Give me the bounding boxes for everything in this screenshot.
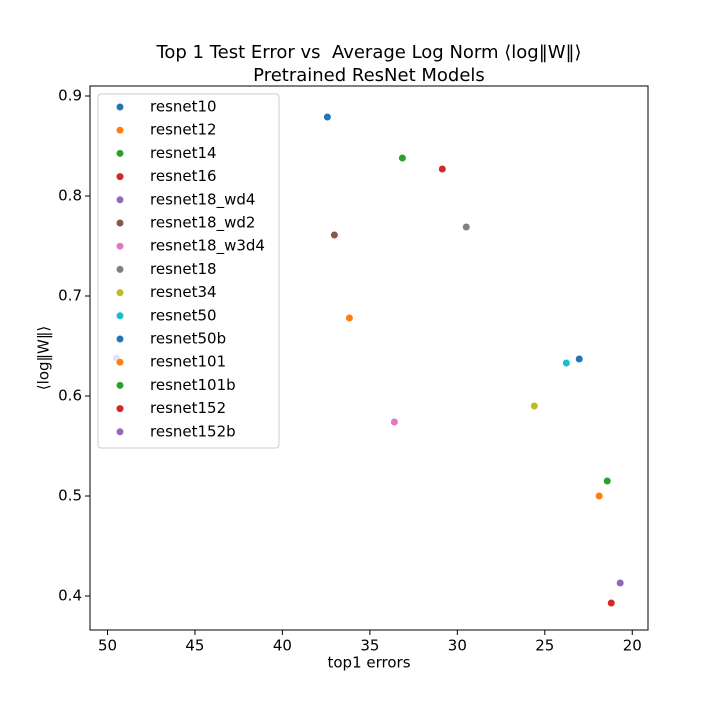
x-tick-label: 40 <box>273 637 292 655</box>
x-tick-label: 20 <box>623 637 642 655</box>
point <box>607 599 615 607</box>
legend-marker <box>116 428 124 436</box>
legend-marker <box>116 219 124 227</box>
point <box>438 165 446 173</box>
point <box>390 418 398 426</box>
point <box>462 223 470 231</box>
legend-label: resnet12 <box>150 121 217 139</box>
y-axis-label: ⟨log‖W‖⟩ <box>35 326 53 390</box>
x-tick-label: 30 <box>448 637 467 655</box>
legend-label: resnet10 <box>150 98 217 116</box>
point <box>575 355 583 363</box>
y-tick-label: 0.9 <box>58 87 82 105</box>
point <box>595 492 603 500</box>
point <box>323 113 331 121</box>
legend-label: resnet18_wd4 <box>150 190 255 209</box>
legend-label: resnet18 <box>150 260 217 278</box>
legend-label: resnet152 <box>150 399 226 417</box>
x-tick-label: 25 <box>535 637 554 655</box>
chart-title: Top 1 Test Error vs Average Log Norm ⟨lo… <box>155 42 581 63</box>
legend-label: resnet18_w3d4 <box>150 237 265 256</box>
legend-label: resnet18_wd2 <box>150 214 255 233</box>
legend-label: resnet101 <box>150 353 226 371</box>
chart-title: Pretrained ResNet Models <box>253 65 485 86</box>
y-tick-label: 0.8 <box>58 187 82 205</box>
legend-marker <box>116 335 124 343</box>
x-axis-label: top1 errors <box>327 654 410 672</box>
legend-label: resnet50 <box>150 306 217 324</box>
point <box>616 579 624 587</box>
legend-label: resnet101b <box>150 376 236 394</box>
legend-box <box>97 93 280 449</box>
point <box>345 314 353 322</box>
legend-label: resnet152b <box>150 422 236 440</box>
legend-marker <box>116 358 124 366</box>
legend-marker <box>116 126 124 134</box>
point <box>530 402 538 410</box>
point <box>398 154 406 162</box>
legend-marker <box>116 265 124 273</box>
legend-label: resnet50b <box>150 330 226 348</box>
y-tick-label: 0.5 <box>58 487 82 505</box>
x-tick-label: 35 <box>360 637 379 655</box>
plot-frame <box>89 85 649 631</box>
y-tick-label: 0.7 <box>58 287 82 305</box>
legend-marker <box>116 149 124 157</box>
x-tick-label: 45 <box>185 637 204 655</box>
legend-marker <box>116 289 124 297</box>
point <box>562 359 570 367</box>
legend-marker <box>116 173 124 181</box>
legend-marker <box>116 196 124 204</box>
legend-marker <box>116 242 124 250</box>
point <box>330 231 338 239</box>
y-tick-label: 0.6 <box>58 387 82 405</box>
x-tick-label: 50 <box>98 637 117 655</box>
point <box>603 477 611 485</box>
legend-label: resnet14 <box>150 144 217 162</box>
legend-marker <box>116 381 124 389</box>
legend-label: resnet16 <box>150 167 217 185</box>
legend-marker <box>116 405 124 413</box>
legend-label: resnet34 <box>150 283 217 301</box>
legend-marker <box>116 312 124 320</box>
y-tick-label: 0.4 <box>58 587 82 605</box>
legend-marker <box>116 103 124 111</box>
